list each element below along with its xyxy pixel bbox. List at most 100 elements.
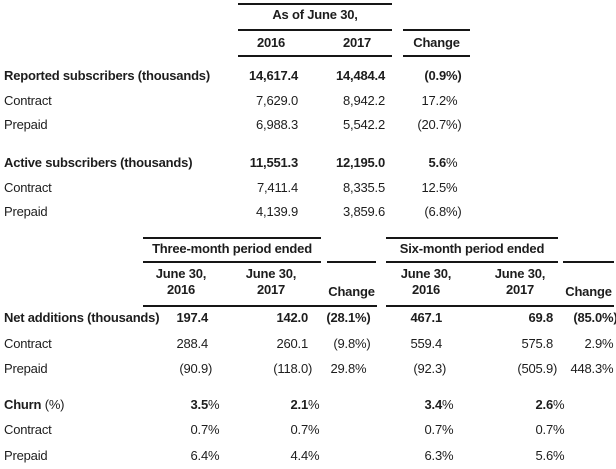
col-header-2016: 2016 bbox=[256, 35, 286, 50]
cell-value: 3.4% bbox=[425, 392, 454, 418]
cell-value: 288.4 bbox=[176, 336, 208, 351]
cell-suffix: % bbox=[208, 422, 220, 437]
cell-value: (505.9) bbox=[517, 356, 557, 382]
cell-value: 0.7% bbox=[425, 417, 454, 443]
col-header-tm-june-30-2017: June 30, 2017 bbox=[245, 266, 297, 297]
cell-suffix: % bbox=[553, 422, 565, 437]
cell-value: 0.7% bbox=[536, 417, 565, 443]
row-label-suffix: (%) bbox=[41, 397, 65, 412]
col-header-tm-june-30-2016: June 30, 2016 bbox=[155, 266, 207, 297]
cell-value: 142.0 bbox=[276, 310, 308, 325]
cell-value: 2.1% bbox=[291, 392, 320, 418]
rule bbox=[563, 261, 614, 263]
cell-value: (85.0%) bbox=[573, 305, 616, 331]
cell-suffix: % bbox=[602, 361, 614, 376]
cell-value: 17.2% bbox=[421, 88, 457, 113]
rule bbox=[386, 261, 558, 263]
cell-value: 7,411.4 bbox=[256, 180, 298, 195]
table-row: Prepaid (90.9) (118.0) 29.8% (92.3) (505.9) 44… bbox=[0, 356, 616, 382]
table-row: Contract 288.4 260.1 (9.8%) 559.4 575.8 2.9% bbox=[0, 331, 616, 357]
cell-value: 8,942.2 bbox=[343, 93, 385, 108]
table-row: Prepaid 4,139.9 3,859.6 (6.8%) bbox=[0, 199, 616, 224]
table-row: Contract 7,629.0 8,942.2 17.2% bbox=[0, 88, 616, 113]
row-label: Contract bbox=[4, 422, 52, 437]
cell-value: 14,484.4 bbox=[335, 68, 385, 83]
cell-value: 3,859.6 bbox=[343, 204, 385, 219]
row-label: Churn (%) bbox=[4, 397, 65, 412]
cell-value: 29.8% bbox=[330, 356, 366, 382]
table-row: Prepaid 6,988.3 5,542.2 (20.7%) bbox=[0, 112, 616, 137]
cell-suffix: ) bbox=[442, 361, 447, 376]
cell-value: 14,617.4 bbox=[248, 68, 298, 83]
cell-value: 12,195.0 bbox=[335, 155, 385, 170]
cell-value: (92.3) bbox=[413, 356, 446, 382]
cell-value: (90.9) bbox=[179, 356, 212, 382]
cell-value: 5.6% bbox=[536, 443, 565, 469]
cell-suffix: % bbox=[442, 448, 454, 463]
cell-value: (28.1%) bbox=[326, 305, 370, 331]
row-label: Contract bbox=[4, 336, 52, 351]
table-row: Reported subscribers (thousands) 14,617.4… bbox=[0, 63, 616, 88]
cell-suffix: ) bbox=[553, 361, 558, 376]
col-header-change: Change bbox=[413, 35, 460, 50]
cell-value: (118.0) bbox=[273, 356, 312, 382]
cell-suffix: %) bbox=[355, 336, 371, 351]
rule bbox=[238, 55, 392, 57]
rule bbox=[143, 261, 321, 263]
cell-value: 7,629.0 bbox=[256, 93, 298, 108]
rule bbox=[327, 261, 376, 263]
cell-suffix: ) bbox=[308, 361, 313, 376]
cell-suffix: % bbox=[553, 397, 565, 412]
cell-suffix: % bbox=[308, 422, 320, 437]
table-row: Active subscribers (thousands) 11,551.3 12… bbox=[0, 150, 616, 175]
cell-suffix: % bbox=[553, 448, 565, 463]
cell-suffix: % bbox=[308, 397, 320, 412]
rule bbox=[403, 55, 470, 57]
rule bbox=[403, 29, 470, 31]
cell-value: 4,139.9 bbox=[256, 204, 298, 219]
cell-suffix: %) bbox=[446, 117, 462, 132]
row-label: Net additions (thousands) bbox=[4, 310, 160, 325]
row-label: Reported subscribers (thousands) bbox=[4, 68, 210, 83]
cell-value: 2.9% bbox=[585, 331, 614, 357]
rule bbox=[386, 305, 614, 307]
cell-suffix: % bbox=[208, 448, 220, 463]
col-header-sm-change: Change bbox=[565, 284, 612, 299]
table-row: Net additions (thousands) 197.4 142.0 (28.1… bbox=[0, 305, 616, 331]
spanner-as-of-june-30: As of June 30, bbox=[272, 7, 358, 22]
cell-value: 467.1 bbox=[410, 310, 442, 325]
rule bbox=[143, 237, 321, 239]
table-row: Contract 7,411.4 8,335.5 12.5% bbox=[0, 175, 616, 200]
cell-suffix: %) bbox=[355, 310, 371, 325]
row-label: Prepaid bbox=[4, 117, 48, 132]
row-label: Active subscribers (thousands) bbox=[4, 155, 193, 170]
cell-value: 0.7% bbox=[191, 417, 220, 443]
cell-suffix: % bbox=[446, 180, 458, 195]
cell-suffix: % bbox=[442, 397, 454, 412]
cell-suffix: % bbox=[442, 422, 454, 437]
cell-suffix: %) bbox=[446, 204, 462, 219]
cell-suffix: % bbox=[446, 93, 458, 108]
cell-value: 197.4 bbox=[176, 310, 208, 325]
cell-value: 5.6% bbox=[429, 150, 458, 175]
cell-value: 6.3% bbox=[425, 443, 454, 469]
rule bbox=[238, 29, 392, 31]
col-header-sm-june-30-2017: June 30, 2017 bbox=[494, 266, 546, 297]
cell-value: 260.1 bbox=[276, 336, 308, 351]
cell-suffix: %) bbox=[602, 310, 616, 325]
cell-value: (6.8%) bbox=[424, 199, 461, 224]
cell-suffix: % bbox=[602, 336, 614, 351]
cell-value: 559.4 bbox=[410, 336, 442, 351]
rule bbox=[238, 3, 392, 5]
cell-value: 69.8 bbox=[528, 310, 553, 325]
col-header-sm-june-30-2016: June 30, 2016 bbox=[400, 266, 452, 297]
cell-value: 2.6% bbox=[536, 392, 565, 418]
row-label: Contract bbox=[4, 93, 52, 108]
rule bbox=[143, 305, 377, 307]
cell-suffix: % bbox=[208, 397, 220, 412]
spanner-three-month: Three-month period ended bbox=[152, 241, 312, 256]
row-label: Prepaid bbox=[4, 448, 48, 463]
table-row: Prepaid 6.4% 4.4% 6.3% 5.6% bbox=[0, 443, 616, 469]
cell-value: 8,335.5 bbox=[343, 180, 385, 195]
